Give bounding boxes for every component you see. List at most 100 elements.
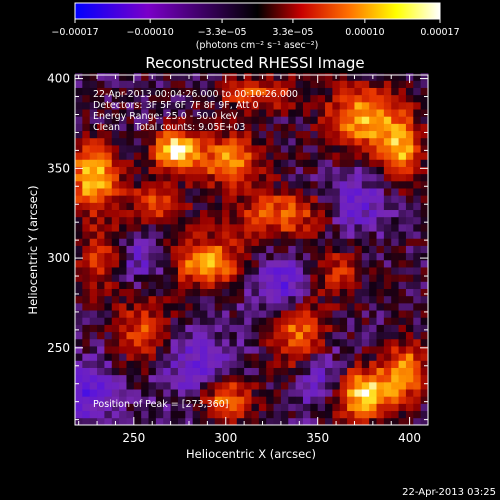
heatmap-cell (405, 216, 414, 225)
heatmap-cell (339, 94, 348, 103)
heatmap-cell (75, 94, 83, 103)
heatmap-cell (104, 245, 113, 254)
heatmap-cell (302, 80, 311, 88)
heatmap-cell (192, 109, 201, 117)
heatmap-cell (339, 209, 348, 218)
annotation-detectors: Detectors: 3F 5F 6F 7F 8F 9F, Att 0 (93, 100, 259, 111)
heatmap-cell (288, 245, 297, 254)
heatmap-cell (258, 252, 267, 261)
heatmap-cell (163, 353, 171, 361)
heatmap-cell (119, 116, 127, 124)
heatmap-cell (148, 252, 157, 261)
heatmap-cell (236, 403, 245, 412)
heatmap-cell (376, 324, 385, 333)
heatmap-cell (391, 346, 399, 354)
heatmap-cell (141, 295, 149, 304)
heatmap-cell (126, 145, 135, 153)
heatmap-cell (325, 274, 333, 282)
heatmap-cell (111, 252, 120, 261)
heatmap-cell (302, 259, 311, 268)
heatmap-cell (354, 123, 363, 132)
heatmap-cell (288, 267, 297, 275)
heatmap-cell (185, 324, 194, 333)
heatmap-cell (170, 417, 179, 426)
heatmap-cell (258, 231, 267, 239)
heatmap-cell (207, 87, 216, 96)
heatmap-cell (163, 166, 171, 175)
heatmap-cell (361, 374, 370, 383)
heatmap-cell (236, 173, 245, 182)
heatmap-cell (236, 389, 245, 397)
heatmap-cell (155, 331, 164, 340)
heatmap-cell (244, 223, 252, 232)
heatmap-cell (170, 324, 179, 333)
heatmap-cell (244, 403, 252, 412)
heatmap-cell (405, 317, 414, 325)
heatmap-cell (383, 360, 392, 368)
heatmap-cell (398, 180, 407, 189)
heatmap-cell (192, 73, 201, 81)
heatmap-cell (288, 374, 297, 383)
heatmap-cell (133, 389, 142, 397)
heatmap-cell (133, 417, 142, 426)
heatmap-cell (214, 381, 223, 390)
heatmap-cell (332, 252, 341, 261)
heatmap-cell (391, 223, 399, 232)
heatmap-cell (222, 317, 230, 325)
heatmap-cell (398, 396, 407, 404)
heatmap-cell (317, 252, 326, 261)
heatmap-cell (280, 87, 289, 96)
heatmap-cell (361, 389, 370, 397)
heatmap-cell (288, 331, 297, 340)
heatmap-cell (192, 374, 201, 383)
heatmap-cell (148, 87, 157, 96)
heatmap-cell (229, 360, 238, 368)
heatmap-cell (302, 274, 311, 282)
heatmap-cell (339, 223, 348, 232)
heatmap-cell (266, 403, 274, 412)
heatmap-cell (133, 360, 142, 368)
heatmap-cell (398, 159, 407, 167)
heatmap-cell (258, 238, 267, 246)
heatmap-cell (302, 116, 311, 124)
heatmap-cell (280, 159, 289, 167)
heatmap-cell (155, 231, 164, 239)
heatmap-cell (391, 310, 399, 318)
heatmap-cell (332, 360, 341, 368)
heatmap-cell (288, 295, 297, 304)
heatmap-cell (185, 209, 194, 218)
heatmap-cell (332, 245, 341, 254)
heatmap-cell (354, 274, 363, 282)
heatmap-cell (332, 202, 341, 211)
heatmap-cell (207, 302, 216, 311)
heatmap-cell (148, 245, 157, 254)
heatmap-cell (111, 202, 120, 211)
heatmap-cell (229, 389, 238, 397)
heatmap-cell (420, 123, 429, 132)
heatmap-cell (97, 281, 105, 289)
heatmap-cell (97, 166, 105, 175)
heatmap-cell (75, 389, 83, 397)
heatmap-cell (75, 101, 83, 110)
heatmap-cell (244, 188, 252, 196)
heatmap-cell (325, 123, 333, 132)
heatmap-cell (413, 109, 422, 117)
heatmap-cell (89, 80, 98, 88)
heatmap-cell (126, 374, 135, 383)
heatmap-cell (104, 267, 113, 275)
heatmap-cell (126, 159, 135, 167)
heatmap-cell (236, 338, 245, 347)
heatmap-cell (420, 152, 429, 160)
heatmap-cell (376, 346, 385, 354)
heatmap-cell (273, 130, 282, 139)
heatmap-cell (383, 231, 392, 239)
heatmap-cell (155, 116, 164, 124)
heatmap-cell (229, 80, 238, 88)
heatmap-cell (214, 331, 223, 340)
heatmap-cell (258, 324, 267, 333)
heatmap-cell (82, 109, 91, 117)
heatmap-cell (222, 109, 230, 117)
heatmap-cell (420, 94, 429, 103)
heatmap-cell (200, 94, 208, 103)
heatmap-cell (325, 238, 333, 246)
